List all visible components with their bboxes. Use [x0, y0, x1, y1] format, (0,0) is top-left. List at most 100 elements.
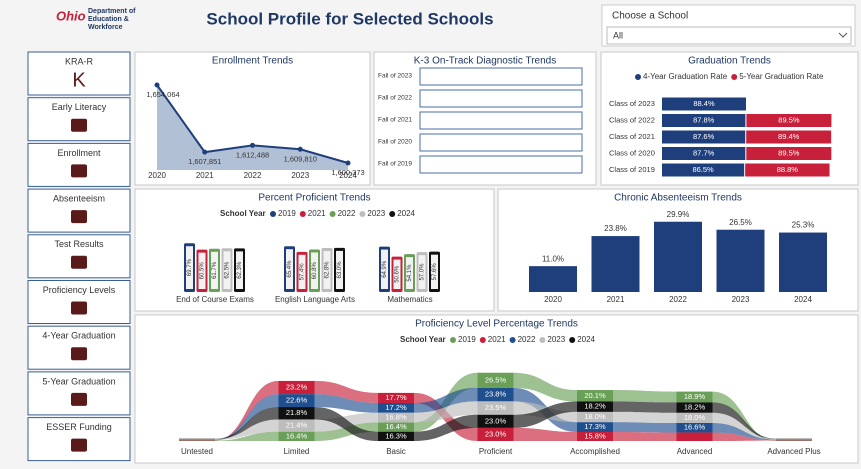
ribbon	[314, 380, 378, 403]
ribbon-segment	[477, 401, 514, 415]
data-label: 16.4%	[385, 422, 407, 431]
bar	[746, 147, 832, 160]
ribbon	[712, 422, 776, 441]
y-tick-label: Class of 2022	[609, 115, 655, 124]
bar	[529, 266, 577, 292]
data-label: 23.2%	[286, 383, 308, 392]
data-label: 15.8%	[584, 431, 606, 440]
filter-dropdown[interactable]	[606, 26, 852, 45]
data-label: 89.5%	[778, 148, 800, 157]
data-label: 89.4%	[778, 132, 800, 141]
data-label: 26.5%	[485, 375, 507, 384]
nav-icon	[71, 210, 87, 224]
data-label: 16.6%	[684, 423, 706, 432]
point	[345, 160, 351, 166]
chart-title: K-3 On-Track Diagnostic Trends	[414, 56, 556, 67]
ribbon	[513, 427, 577, 441]
nav-icon	[71, 301, 87, 315]
x-tick-label: Limited	[284, 447, 310, 456]
data-label: 57.0%	[420, 263, 426, 281]
data-label: 88.4%	[693, 99, 715, 108]
data-label: 25.3%	[792, 221, 815, 230]
x-tick-label: 2021	[196, 171, 214, 180]
filter-label: Choose a School	[612, 11, 688, 22]
x-tick-label: 2024	[794, 295, 812, 304]
data-label: 18.2%	[584, 402, 606, 411]
nav-label: Test Results	[54, 239, 104, 249]
data-label: 50.6%	[395, 265, 401, 283]
data-label: 21.4%	[286, 421, 308, 430]
legend-title: School Year	[400, 335, 446, 344]
logo-brand: Ohio	[56, 8, 86, 23]
nav-icon	[71, 438, 87, 452]
nav-button[interactable]	[27, 51, 131, 96]
ribbon	[712, 412, 776, 440]
ribbon	[215, 431, 279, 441]
bar	[662, 114, 746, 127]
nav-button[interactable]	[27, 97, 131, 142]
point	[297, 146, 303, 152]
data-label: 23.5%	[485, 403, 507, 412]
data-label: 17.2%	[385, 403, 407, 412]
data-label: 21.8%	[286, 408, 308, 417]
ribbon-segment	[477, 427, 514, 441]
legend-marker	[389, 211, 396, 217]
label-box	[236, 251, 243, 289]
data-label: 26.5%	[729, 218, 752, 227]
nav-label: Absenteeism	[53, 193, 105, 203]
x-tick-label: Advanced Plus	[767, 447, 820, 456]
legend-label: 4-Year Graduation Rate	[643, 72, 728, 81]
legend-label: 2021	[308, 209, 326, 218]
label-box	[431, 254, 438, 289]
ribbon-segment	[676, 432, 713, 441]
page-title: School Profile for Selected Schools	[206, 9, 493, 28]
nav-label: Early Literacy	[52, 102, 107, 112]
label-box	[336, 250, 343, 289]
legend-marker	[509, 337, 516, 343]
x-tick-label: 2020	[148, 171, 166, 180]
label-box	[211, 251, 218, 289]
data-label: 11.0%	[542, 254, 564, 263]
data-label: 18.2%	[684, 403, 706, 412]
nav-icon	[71, 164, 87, 178]
bar	[591, 236, 640, 292]
legend-label: 2024	[397, 209, 415, 218]
y-tick-label: Fall of 2023	[378, 73, 412, 80]
label-box	[186, 246, 193, 289]
data-label: 62.5%	[225, 261, 231, 279]
data-label: 22.6%	[286, 396, 308, 405]
ribbon	[215, 407, 279, 440]
legend-label: 2021	[488, 335, 506, 344]
legend-label: 2022	[338, 209, 356, 218]
ribbon-segment	[278, 419, 315, 432]
label-box	[311, 252, 318, 289]
ribbon	[613, 422, 677, 433]
data-label: 69.7%	[187, 258, 193, 276]
data-label: 87.7%	[693, 148, 715, 157]
label-box	[418, 255, 426, 289]
data-label: 60.5%	[200, 262, 206, 280]
nav-label: Proficiency Levels	[43, 285, 116, 295]
ribbon	[613, 401, 677, 413]
bar	[662, 97, 746, 111]
label-box	[298, 254, 306, 289]
nav-icon: K	[72, 69, 86, 91]
data-label: 62.8%	[325, 261, 331, 279]
ribbon-segment	[278, 407, 315, 420]
x-tick-label: 2024	[339, 171, 357, 180]
nav-label: ESSER Funding	[46, 422, 112, 432]
data-label: 87.6%	[693, 132, 715, 141]
legend-marker	[539, 337, 546, 343]
point	[202, 149, 208, 155]
data-label: 87.8%	[693, 115, 715, 124]
chart-title: Percent Proficient Trends	[258, 193, 370, 204]
data-label: 57.6%	[432, 263, 438, 281]
x-tick-label: Mathematics	[387, 295, 432, 304]
legend-label: 5-Year Graduation Rate	[739, 72, 824, 81]
ribbon-segment	[577, 411, 613, 423]
label-box	[286, 249, 293, 289]
ribbon-segment	[477, 372, 514, 388]
nav-label: Enrollment	[57, 148, 101, 158]
legend-marker	[635, 74, 641, 80]
data-label: 1,609,810	[284, 154, 317, 163]
